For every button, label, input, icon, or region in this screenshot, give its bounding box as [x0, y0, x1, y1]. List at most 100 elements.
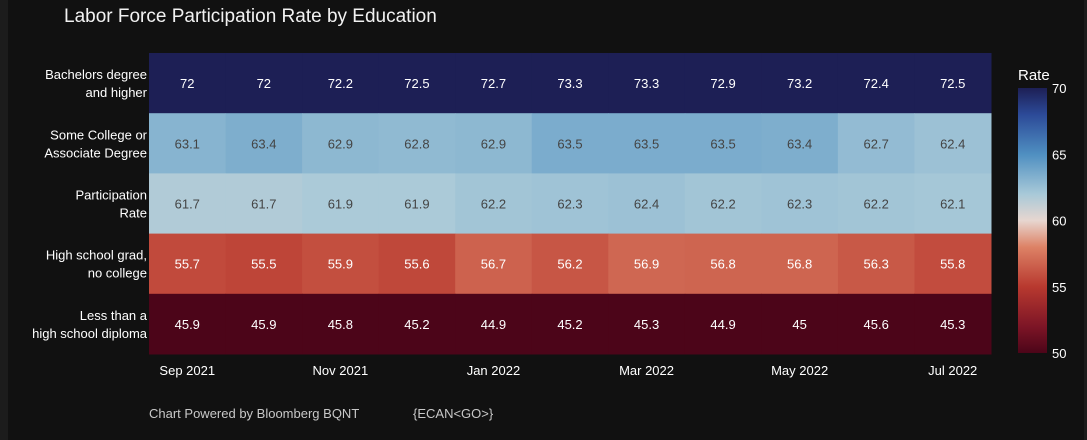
- heatmap-cell: [455, 173, 533, 235]
- colorbar-gradient: [1018, 88, 1047, 353]
- heatmap-cell: [302, 173, 380, 235]
- heatmap-cell: [837, 173, 915, 235]
- heatmap-cell-labels: 72 72 72.2 72.5 72.7 73.3 73.3 72.9 73.2 72.4 72.5…: [175, 76, 966, 332]
- right-border: [1084, 0, 1087, 440]
- cell-value-label: 62.1: [940, 197, 965, 212]
- heatmap-cell: [608, 173, 686, 235]
- cell-value-label: 72: [180, 76, 194, 91]
- y-tick-label: and higher: [86, 85, 148, 100]
- cell-value-label: 45.2: [557, 317, 582, 332]
- cell-value-label: 44.9: [710, 317, 735, 332]
- cell-value-label: 61.7: [175, 197, 200, 212]
- cell-value-label: 61.9: [404, 197, 429, 212]
- cell-value-label: 72: [257, 76, 271, 91]
- heatmap-cell: [761, 53, 839, 114]
- footer-code: {ECAN<GO>}: [413, 406, 494, 421]
- heatmap-cell: [378, 53, 456, 114]
- cell-value-label: 63.5: [634, 136, 659, 151]
- heatmap-cell: [914, 293, 992, 355]
- cell-value-label: 45.3: [940, 317, 965, 332]
- cell-value-label: 55.9: [328, 257, 353, 272]
- heatmap-cell: [149, 173, 227, 235]
- cell-value-label: 62.3: [557, 197, 582, 212]
- heatmap-cell: [378, 113, 456, 174]
- heatmap-cell: [837, 53, 915, 114]
- heatmap-cells: [149, 53, 992, 355]
- heatmap-cell: [531, 293, 609, 355]
- heatmap-cell: [761, 233, 839, 295]
- heatmap-cell: [837, 293, 915, 355]
- x-tick-label: Nov 2021: [313, 363, 369, 378]
- heatmap-cell: [761, 293, 839, 355]
- cell-value-label: 63.5: [710, 136, 735, 151]
- colorbar-title: Rate: [1018, 67, 1050, 84]
- heatmap-cell: [149, 233, 227, 295]
- y-tick-label: high school diploma: [32, 326, 148, 341]
- cell-value-label: 62.9: [328, 136, 353, 151]
- cell-value-label: 55.8: [940, 257, 965, 272]
- cell-value-label: 56.7: [481, 257, 506, 272]
- cell-value-label: 45.2: [404, 317, 429, 332]
- cell-value-label: 63.4: [787, 136, 812, 151]
- heatmap-cell: [761, 113, 839, 174]
- heatmap-cell: [608, 293, 686, 355]
- heatmap-cell: [455, 233, 533, 295]
- cell-value-label: 45.9: [175, 317, 200, 332]
- x-tick-label: Mar 2022: [619, 363, 674, 378]
- cell-value-label: 56.8: [787, 257, 812, 272]
- x-tick-label: May 2022: [771, 363, 828, 378]
- cell-value-label: 61.9: [328, 197, 353, 212]
- cell-value-label: 56.3: [864, 257, 889, 272]
- colorbar-tick-label: 55: [1052, 280, 1066, 295]
- cell-value-label: 45: [792, 317, 806, 332]
- cell-value-label: 45.6: [864, 317, 889, 332]
- cell-value-label: 44.9: [481, 317, 506, 332]
- x-tick-label: Sep 2021: [159, 363, 215, 378]
- heatmap-cell: [914, 53, 992, 114]
- cell-value-label: 56.2: [557, 257, 582, 272]
- cell-value-label: 55.5: [251, 257, 276, 272]
- cell-value-label: 72.4: [864, 76, 889, 91]
- heatmap-cell: [225, 173, 303, 235]
- heatmap-cell: [225, 113, 303, 174]
- heatmap-cell: [684, 173, 762, 235]
- colorbar-tick-label: 50: [1052, 346, 1066, 361]
- y-tick-label: Participation: [75, 188, 147, 203]
- heatmap-cell: [684, 113, 762, 174]
- cell-value-label: 72.9: [710, 76, 735, 91]
- x-axis-labels: Sep 2021 Nov 2021 Jan 2022 Mar 2022 May 2022…: [159, 363, 977, 378]
- heatmap-cell: [149, 293, 227, 355]
- heatmap-cell: [914, 233, 992, 295]
- heatmap-cell: [302, 113, 380, 174]
- heatmap-cell: [684, 293, 762, 355]
- cell-value-label: 63.5: [557, 136, 582, 151]
- cell-value-label: 73.2: [787, 76, 812, 91]
- cell-value-label: 45.9: [251, 317, 276, 332]
- cell-value-label: 55.7: [175, 257, 200, 272]
- heatmap-cell: [914, 113, 992, 174]
- y-tick-label: Associate Degree: [44, 145, 147, 160]
- heatmap-cell: [149, 113, 227, 174]
- cell-value-label: 62.2: [710, 197, 735, 212]
- heatmap-cell: [225, 293, 303, 355]
- cell-value-label: 62.7: [864, 136, 889, 151]
- heatmap-cell: [378, 173, 456, 235]
- footer-source: Chart Powered by Bloomberg BQNT: [149, 406, 360, 421]
- heatmap-cell: [531, 53, 609, 114]
- cell-value-label: 62.4: [634, 197, 659, 212]
- heatmap-cell: [455, 113, 533, 174]
- cell-value-label: 62.8: [404, 136, 429, 151]
- cell-value-label: 73.3: [634, 76, 659, 91]
- heatmap-cell: [225, 233, 303, 295]
- cell-value-label: 45.8: [328, 317, 353, 332]
- heatmap-cell: [455, 293, 533, 355]
- cell-value-label: 73.3: [557, 76, 582, 91]
- heatmap-cell: [302, 53, 380, 114]
- x-tick-label: Jan 2022: [467, 363, 521, 378]
- heatmap-cell: [608, 53, 686, 114]
- heatmap-cell: [225, 53, 303, 114]
- chart-title: Labor Force Participation Rate by Educat…: [64, 6, 437, 27]
